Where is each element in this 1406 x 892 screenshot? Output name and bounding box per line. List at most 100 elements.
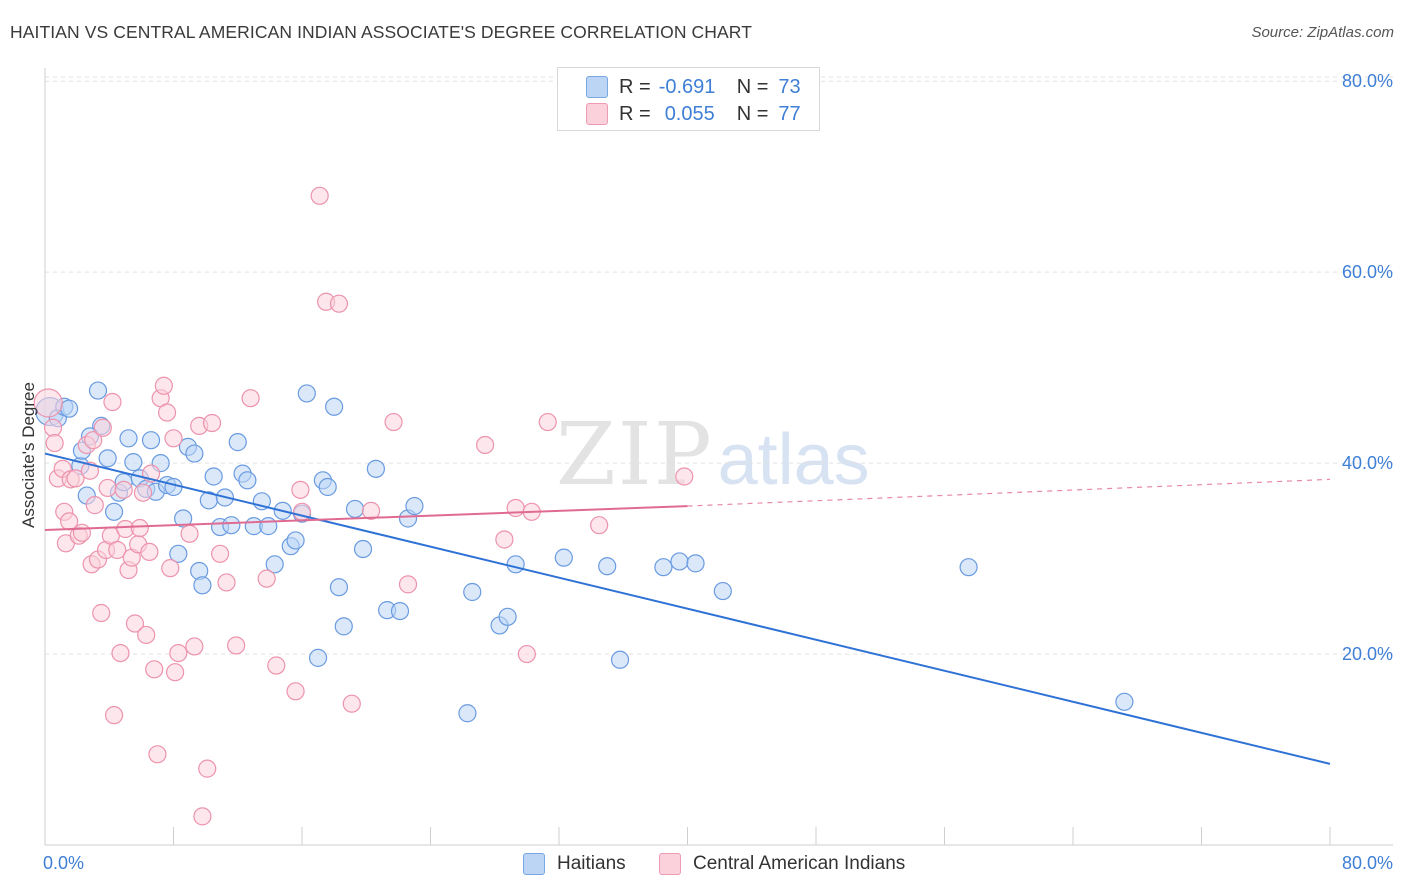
bottom-legend-haitians: Haitians	[523, 852, 626, 876]
central-american-indians-trend-line	[44, 505, 688, 531]
haitian-point	[238, 471, 257, 490]
central-american-indian-point	[227, 636, 246, 655]
haitian-point	[506, 555, 525, 574]
central-american-indian-point	[84, 431, 103, 450]
central-american-indian-point	[217, 573, 236, 592]
central-american-indian-point	[93, 418, 112, 437]
x-tick-label-min: 0.0%	[43, 853, 84, 873]
haitian-point	[228, 433, 247, 452]
haitian-point	[458, 704, 477, 723]
central-american-indian-point	[133, 483, 153, 502]
central-american-indian-point	[675, 467, 694, 486]
haitian-point	[141, 431, 161, 450]
central-american-indian-point	[538, 412, 557, 432]
y-tick-label-20: 20.0%	[1342, 644, 1393, 664]
central-american-indian-point	[476, 435, 495, 455]
haitian-point	[334, 617, 353, 636]
haitian-point	[654, 558, 673, 577]
central-american-indian-point	[193, 807, 212, 826]
haitian-point	[174, 509, 193, 528]
legend-swatch-blue	[586, 76, 608, 98]
correlation-legend: R = -0.691 N = 73 R = 0.055 N = 77	[557, 67, 820, 131]
bottom-legend-label: Haitians	[557, 853, 626, 874]
haitian-point	[598, 557, 617, 576]
haitian-point	[59, 399, 79, 418]
bottom-legend-swatch-pink	[659, 853, 681, 875]
central-american-indian-point	[145, 660, 164, 679]
haitian-point	[259, 517, 278, 536]
central-american-indian-point	[590, 516, 609, 535]
trend-lines	[44, 452, 1331, 765]
central-american-indian-point	[257, 569, 276, 588]
haitian-point	[390, 601, 410, 621]
haitian-point	[498, 607, 517, 626]
central-american-indian-point	[111, 644, 130, 663]
haitian-point	[204, 467, 223, 486]
central-american-indian-point	[267, 656, 286, 675]
legend-swatch-pink	[586, 103, 608, 125]
central-american-indians-trend-extension	[687, 478, 1331, 507]
central-american-indian-point	[164, 429, 183, 448]
central-american-indian-point	[506, 498, 525, 518]
y-axis-title: Associate's Degree	[19, 382, 38, 528]
haitian-point	[353, 539, 373, 559]
gridlines	[45, 76, 1393, 655]
central-american-indian-point	[45, 433, 64, 453]
haitian-point	[959, 558, 978, 577]
central-american-indian-point	[291, 480, 310, 499]
bottom-legend-central-american-indians: Central American Indians	[659, 852, 905, 876]
central-american-indian-point	[398, 575, 418, 594]
legend-n-value: 73	[778, 75, 801, 98]
legend-n-label: N =	[736, 102, 769, 125]
central-american-indian-point	[125, 614, 145, 633]
central-american-indian-point	[241, 389, 260, 408]
central-american-indian-point	[169, 644, 188, 663]
central-american-indian-point	[33, 388, 63, 418]
central-american-indian-point	[108, 540, 127, 560]
chart-title: HAITIAN VS CENTRAL AMERICAN INDIAN ASSOC…	[10, 22, 753, 42]
y-tick-label-80: 80.0%	[1342, 71, 1393, 91]
legend-n-value: 77	[778, 102, 801, 125]
central-american-indian-point	[154, 376, 173, 395]
central-american-indian-point	[495, 530, 514, 549]
y-tick-label-40: 40.0%	[1342, 453, 1393, 473]
legend-row-haitians: R = -0.691 N = 73	[558, 74, 801, 100]
central-american-indian-point	[157, 403, 177, 422]
central-american-indian-point	[517, 644, 536, 664]
haitian-point	[193, 576, 212, 595]
central-american-indian-point	[361, 501, 381, 520]
haitian-point	[554, 548, 573, 567]
central-american-indian-point	[202, 413, 222, 433]
central-american-indian-point	[384, 412, 403, 432]
central-american-indian-point	[98, 478, 117, 498]
central-american-indian-point	[43, 418, 63, 437]
haitian-point	[713, 581, 732, 601]
central-american-indian-point	[92, 603, 111, 623]
haitian-point	[308, 648, 328, 667]
y-tick-label-60: 60.0%	[1342, 262, 1393, 282]
haitian-point	[329, 578, 349, 597]
central-american-indian-point	[80, 461, 100, 480]
central-american-indian-point	[140, 542, 159, 562]
central-american-indian-point	[130, 518, 149, 538]
haitian-point	[88, 381, 108, 400]
central-american-indian-point	[166, 663, 185, 682]
central-american-indian-point	[114, 480, 133, 499]
central-american-indian-point	[137, 625, 156, 645]
central-american-indian-point	[198, 759, 217, 778]
legend-r-label: R =	[619, 102, 651, 125]
haitian-point	[169, 544, 188, 563]
haitian-point	[325, 397, 344, 416]
legend-r-value: -0.691	[658, 75, 716, 98]
legend-n-label: N =	[736, 75, 769, 98]
haitian-point	[286, 531, 305, 550]
central-american-indian-point	[310, 186, 329, 205]
legend-r-label: R =	[619, 75, 651, 98]
series-central-american-indians	[33, 186, 694, 826]
legend-r-value: 0.055	[664, 102, 715, 125]
central-american-indian-point	[329, 294, 349, 313]
bottom-legend-swatch-blue	[523, 853, 545, 875]
haitian-point	[124, 453, 143, 472]
haitian-point	[265, 555, 284, 574]
